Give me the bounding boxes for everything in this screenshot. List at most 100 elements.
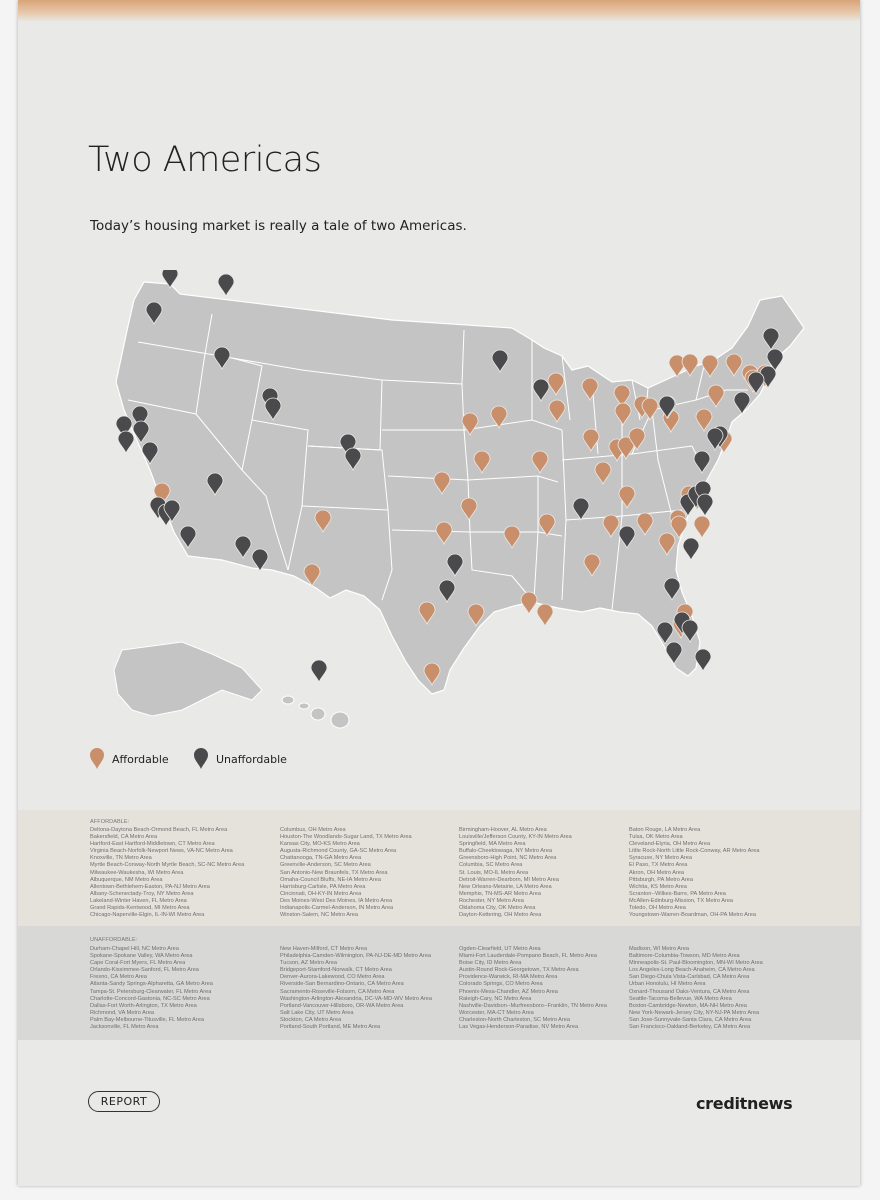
affordable-section-label: AFFORDABLE: [90, 819, 130, 825]
alaska-shape [113, 641, 263, 717]
unaffordable-pin [572, 497, 590, 522]
report-button[interactable]: REPORT [88, 1091, 160, 1112]
unaffordable-pin [310, 659, 328, 684]
list-item: Memphis, TN-MS-AR Metro Area [459, 890, 541, 897]
unaffordable-pin [491, 349, 509, 374]
list-item: Augusta-Richmond County, GA-SC Metro Are… [280, 848, 397, 855]
list-item: Baton Rouge, LA Metro Area [629, 827, 701, 833]
unaffordable-pin [658, 395, 676, 420]
list-item: Little Rock-North Little Rock-Conway, AR… [629, 848, 760, 855]
list-item: Phoenix-Mesa-Chandler, AZ Metro Area [459, 988, 558, 995]
list-item: Oxnard-Thousand Oaks-Ventura, CA Metro A… [629, 988, 750, 995]
list-item: Raleigh-Cary, NC Metro Area [459, 995, 532, 1002]
list-item: Greenville-Anderson, SC Metro Area [280, 862, 371, 869]
map-pins-layer [115, 270, 784, 687]
unaffordable-pin [766, 348, 784, 373]
list-item: Kansas City, MO-KS Metro Area [280, 841, 360, 848]
list-item: Nashville-Davidson--Murfreesboro--Frankl… [459, 1002, 607, 1009]
list-item: Tulsa, OK Metro Area [629, 834, 683, 841]
list-item: San Diego-Chula Vista-Carlsbad, CA Metro… [629, 974, 750, 981]
unaffordable-column: Durham-Chapel Hill, NC Metro Area Spokane… [90, 946, 270, 1031]
list-item: Virginia Beach-Norfolk-Newport News, VA-… [90, 848, 233, 855]
unaffordable-pin [532, 378, 550, 403]
unaffordable-pin [264, 397, 282, 422]
unaffordable-pin [747, 371, 765, 396]
list-item: Boise City, ID Metro Area [459, 960, 522, 967]
affordable-pin [461, 412, 479, 437]
list-item: Jacksonville, FL Metro Area [90, 1024, 159, 1031]
unaffordable-pin [131, 405, 149, 430]
unaffordable-section-label: UNAFFORDABLE: [90, 937, 138, 943]
list-item: Tampa-St. Petersburg-Clearwater, FL Metr… [90, 988, 212, 995]
list-item: Providence-Warwick, RI-MA Metro Area [459, 974, 558, 981]
affordable-pin [636, 512, 654, 537]
affordable-column: Columbus, OH Metro Area Houston-The Woodl… [280, 827, 460, 919]
unaffordable-pin [656, 621, 674, 646]
list-item: Houston-The Woodlands-Sugar Land, TX Met… [280, 834, 412, 841]
unaffordable-pin [163, 499, 181, 524]
affordable-pin [594, 461, 612, 486]
list-item: Springfield, MA Metro Area [459, 841, 526, 848]
affordable-pin [423, 662, 441, 687]
list-item: Charlotte-Concord-Gastonia, NC-SC Metro … [90, 995, 210, 1002]
list-item: Allentown-Bethlehem-Easton, PA-NJ Metro … [90, 883, 210, 890]
affordable-pin [670, 515, 688, 540]
list-item: St. Louis, MO-IL Metro Area [459, 869, 529, 876]
list-item: Indianapolis-Carmel-Anderson, IN Metro A… [280, 905, 394, 912]
unaffordable-pin [762, 327, 780, 352]
list-item: Los Angeles-Long Beach-Anaheim, CA Metro… [629, 967, 755, 974]
affordable-column: Baton Rouge, LA Metro Area Tulsa, OK Metr… [629, 827, 809, 919]
unaffordable-pin [213, 346, 231, 371]
affordable-pin [473, 450, 491, 475]
affordable-pin [681, 353, 699, 378]
list-item: Chattanooga, TN-GA Metro Area [280, 855, 362, 862]
list-item: Wichita, KS Metro Area [629, 883, 687, 890]
list-item: Worcester, MA-CT Metro Area [459, 1009, 534, 1016]
affordable-pin [490, 405, 508, 430]
affordable-pin [536, 603, 554, 628]
brand-logo: creditnews [696, 1094, 793, 1113]
affordable-pin [581, 377, 599, 402]
list-item: Chicago-Naperville-Elgin, IL-IN-WI Metro… [90, 912, 205, 919]
list-item: Tucson, AZ Metro Area [280, 960, 337, 967]
list-item: Miami-Fort Lauderdale-Pompano Beach, FL … [459, 953, 597, 960]
affordable-pin [582, 428, 600, 453]
unaffordable-pin [665, 641, 683, 666]
unaffordable-pin [682, 537, 700, 562]
affordable-pin [628, 427, 646, 452]
affordable-column: Deltona-Daytona Beach-Ormond Beach, FL M… [90, 827, 270, 919]
affordable-pin [668, 354, 686, 379]
legend-unaffordable: Unaffordable [194, 748, 287, 770]
list-item: San Antonio-New Braunfels, TX Metro Area [280, 869, 388, 876]
list-item: Orlando-Kissimmee-Sanford, FL Metro Area [90, 967, 199, 974]
list-item: Dallas-Fort Worth-Arlington, TX Metro Ar… [90, 1002, 197, 1009]
list-item: Boston-Cambridge-Newton, MA-NH Metro Are… [629, 1002, 747, 1009]
list-item: Lakeland-Winter Haven, FL Metro Area [90, 897, 187, 904]
affordable-pin [583, 553, 601, 578]
page-title: Two Americas [88, 140, 322, 180]
list-item: Hartford-East Hartford-Middletown, CT Me… [90, 841, 215, 848]
list-item: McAllen-Edinburg-Mission, TX Metro Area [629, 897, 734, 904]
map-pin-icon [90, 748, 104, 769]
list-item: Syracuse, NY Metro Area [629, 855, 693, 862]
list-item: Washington-Arlington-Alexandria, DC-VA-M… [280, 995, 433, 1002]
list-item: New York-Newark-Jersey City, NY-NJ-PA Me… [629, 1009, 760, 1016]
unaffordable-pin [344, 447, 362, 472]
affordable-pin [701, 354, 719, 379]
affordable-pin [467, 603, 485, 628]
affordable-pin [614, 402, 632, 427]
unaffordable-pin [115, 415, 133, 440]
list-item: Columbia, SC Metro Area [459, 862, 523, 869]
list-item: Grand Rapids-Kentwood, MI Metro Area [90, 905, 190, 912]
list-item: Baltimore-Columbia-Towson, MD Metro Area [629, 953, 740, 960]
list-item: Austin-Round Rock-Georgetown, TX Metro A… [459, 967, 579, 974]
list-item: Albuquerque, NM Metro Area [90, 876, 163, 883]
list-item: Colorado Springs, CO Metro Area [459, 981, 543, 988]
list-item: Portland-South Portland, ME Metro Area [280, 1024, 381, 1031]
list-item: Stockton, CA Metro Area [280, 1016, 342, 1023]
affordable-pin [460, 497, 478, 522]
affordable-pin [303, 563, 321, 588]
list-item: New Orleans-Metairie, LA Metro Area [459, 883, 552, 890]
unaffordable-pin [234, 535, 252, 560]
list-item: Bakersfield, CA Metro Area [90, 834, 158, 841]
